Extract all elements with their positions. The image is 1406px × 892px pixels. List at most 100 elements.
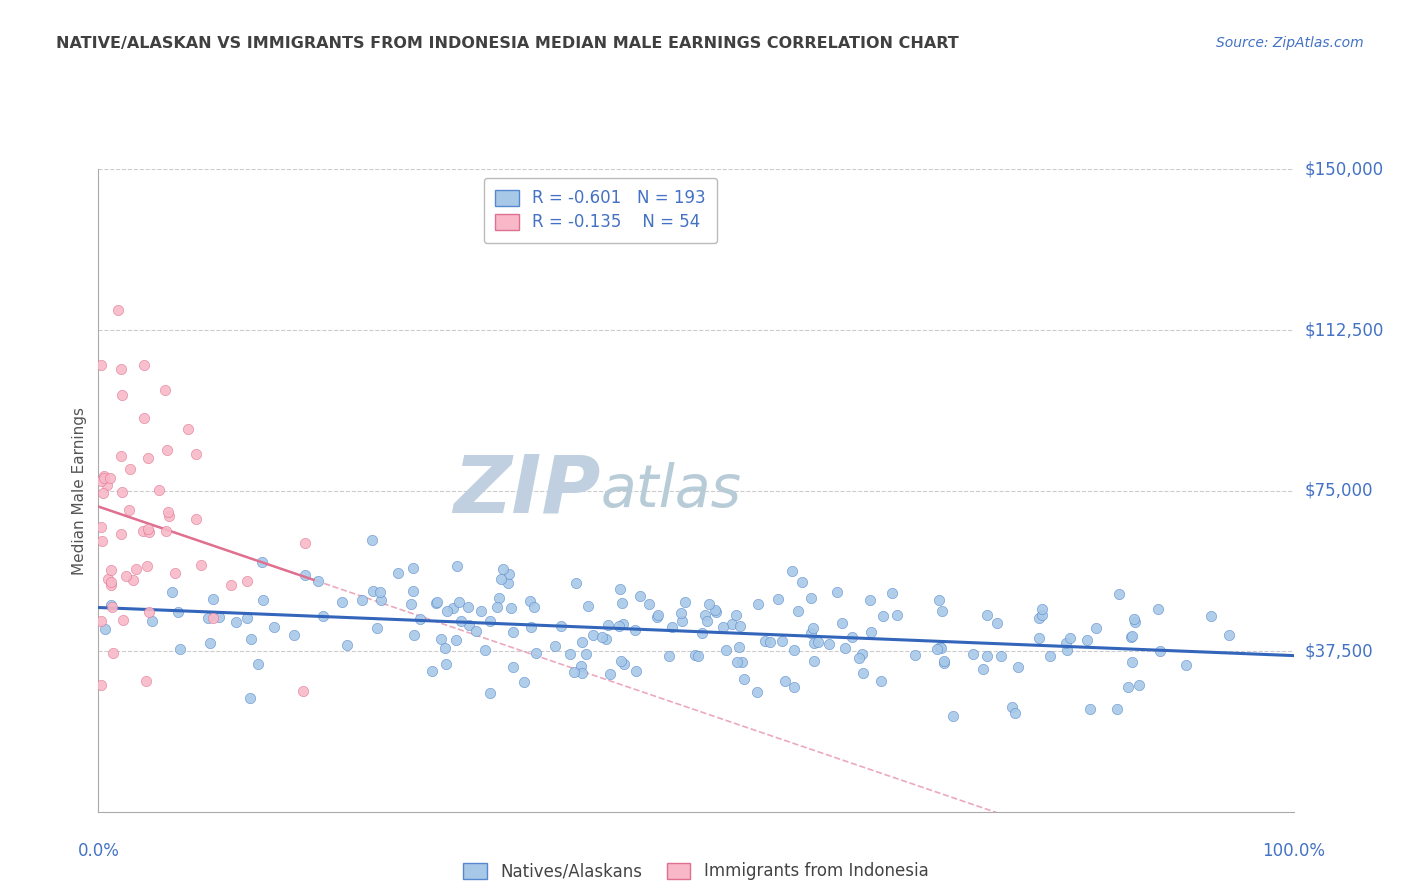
Point (880, 586, 903, 600)
Point (859, 592, 882, 607)
Point (135, 674, 157, 689)
Point (704, 605, 727, 619)
Point (294, 536, 316, 550)
Point (745, 684, 768, 698)
Point (683, 648, 706, 662)
Point (976, 648, 998, 663)
Point (1125, 615, 1147, 630)
Point (972, 662, 994, 676)
Point (90, 520, 112, 534)
Point (1056, 643, 1078, 657)
Point (111, 613, 134, 627)
Point (990, 648, 1012, 663)
Point (156, 442, 179, 457)
Point (591, 630, 613, 644)
Point (117, 503, 139, 517)
Text: 0.0%: 0.0% (77, 842, 120, 860)
Text: NATIVE/ALASKAN VS IMMIGRANTS FROM INDONESIA MEDIAN MALE EARNINGS CORRELATION CHA: NATIVE/ALASKAN VS IMMIGRANTS FROM INDONE… (56, 36, 959, 51)
Point (498, 576, 520, 591)
Point (240, 632, 263, 646)
Point (773, 674, 796, 689)
Point (870, 673, 893, 688)
Point (219, 578, 242, 592)
Point (638, 598, 661, 612)
Point (167, 605, 190, 619)
Point (399, 597, 422, 611)
Point (426, 595, 449, 609)
Point (942, 709, 965, 723)
Point (598, 617, 620, 632)
Point (100, 578, 122, 592)
Point (928, 592, 950, 607)
Point (1039, 648, 1062, 663)
Point (239, 691, 262, 706)
Point (434, 640, 457, 655)
Point (148, 483, 170, 498)
Point (479, 686, 502, 700)
Point (1004, 706, 1026, 720)
Point (157, 508, 180, 523)
Point (934, 656, 956, 670)
Point (783, 643, 806, 657)
Point (931, 604, 953, 618)
Point (630, 590, 652, 604)
Point (1007, 659, 1029, 673)
Text: ZIP: ZIP (453, 451, 600, 530)
Point (502, 659, 524, 673)
Point (609, 582, 631, 597)
Point (690, 626, 713, 640)
Point (110, 527, 132, 541)
Point (872, 609, 894, 624)
Point (733, 673, 755, 687)
Point (125, 562, 148, 576)
Point (790, 575, 813, 590)
Point (673, 595, 696, 609)
Point (492, 562, 515, 576)
Point (728, 619, 751, 633)
Point (101, 647, 124, 661)
Point (132, 359, 155, 373)
Point (98, 471, 121, 485)
Text: $37,500: $37,500 (1305, 642, 1374, 660)
Point (138, 524, 160, 539)
Point (1085, 621, 1108, 635)
Point (610, 596, 633, 610)
Point (236, 574, 259, 588)
Point (929, 641, 952, 656)
Point (91, 485, 114, 500)
Point (962, 647, 984, 661)
Text: $75,000: $75,000 (1305, 482, 1374, 500)
Point (1031, 602, 1053, 616)
Point (645, 610, 668, 624)
Point (758, 635, 780, 649)
Point (852, 665, 875, 680)
Point (464, 624, 486, 639)
Point (562, 665, 585, 680)
Point (111, 484, 134, 499)
Point (236, 610, 259, 624)
Point (225, 615, 247, 630)
Point (360, 533, 382, 547)
Text: Source: ZipAtlas.com: Source: ZipAtlas.com (1216, 36, 1364, 50)
Point (754, 634, 776, 648)
Point (450, 614, 472, 628)
Point (647, 607, 669, 622)
Point (336, 638, 359, 652)
Text: atlas: atlas (600, 462, 741, 519)
Point (247, 657, 270, 671)
Point (486, 600, 509, 615)
Legend: Natives/Alaskans, Immigrants from Indonesia: Natives/Alaskans, Immigrants from Indone… (457, 855, 935, 887)
Point (1146, 602, 1168, 616)
Point (115, 568, 138, 582)
Point (449, 594, 471, 608)
Text: $150,000: $150,000 (1305, 161, 1384, 178)
Point (330, 594, 353, 608)
Point (250, 555, 273, 569)
Point (368, 584, 391, 599)
Point (607, 618, 630, 632)
Text: $112,500: $112,500 (1305, 321, 1384, 339)
Point (669, 606, 692, 620)
Point (93, 468, 115, 483)
Point (141, 614, 163, 628)
Point (111, 388, 134, 402)
